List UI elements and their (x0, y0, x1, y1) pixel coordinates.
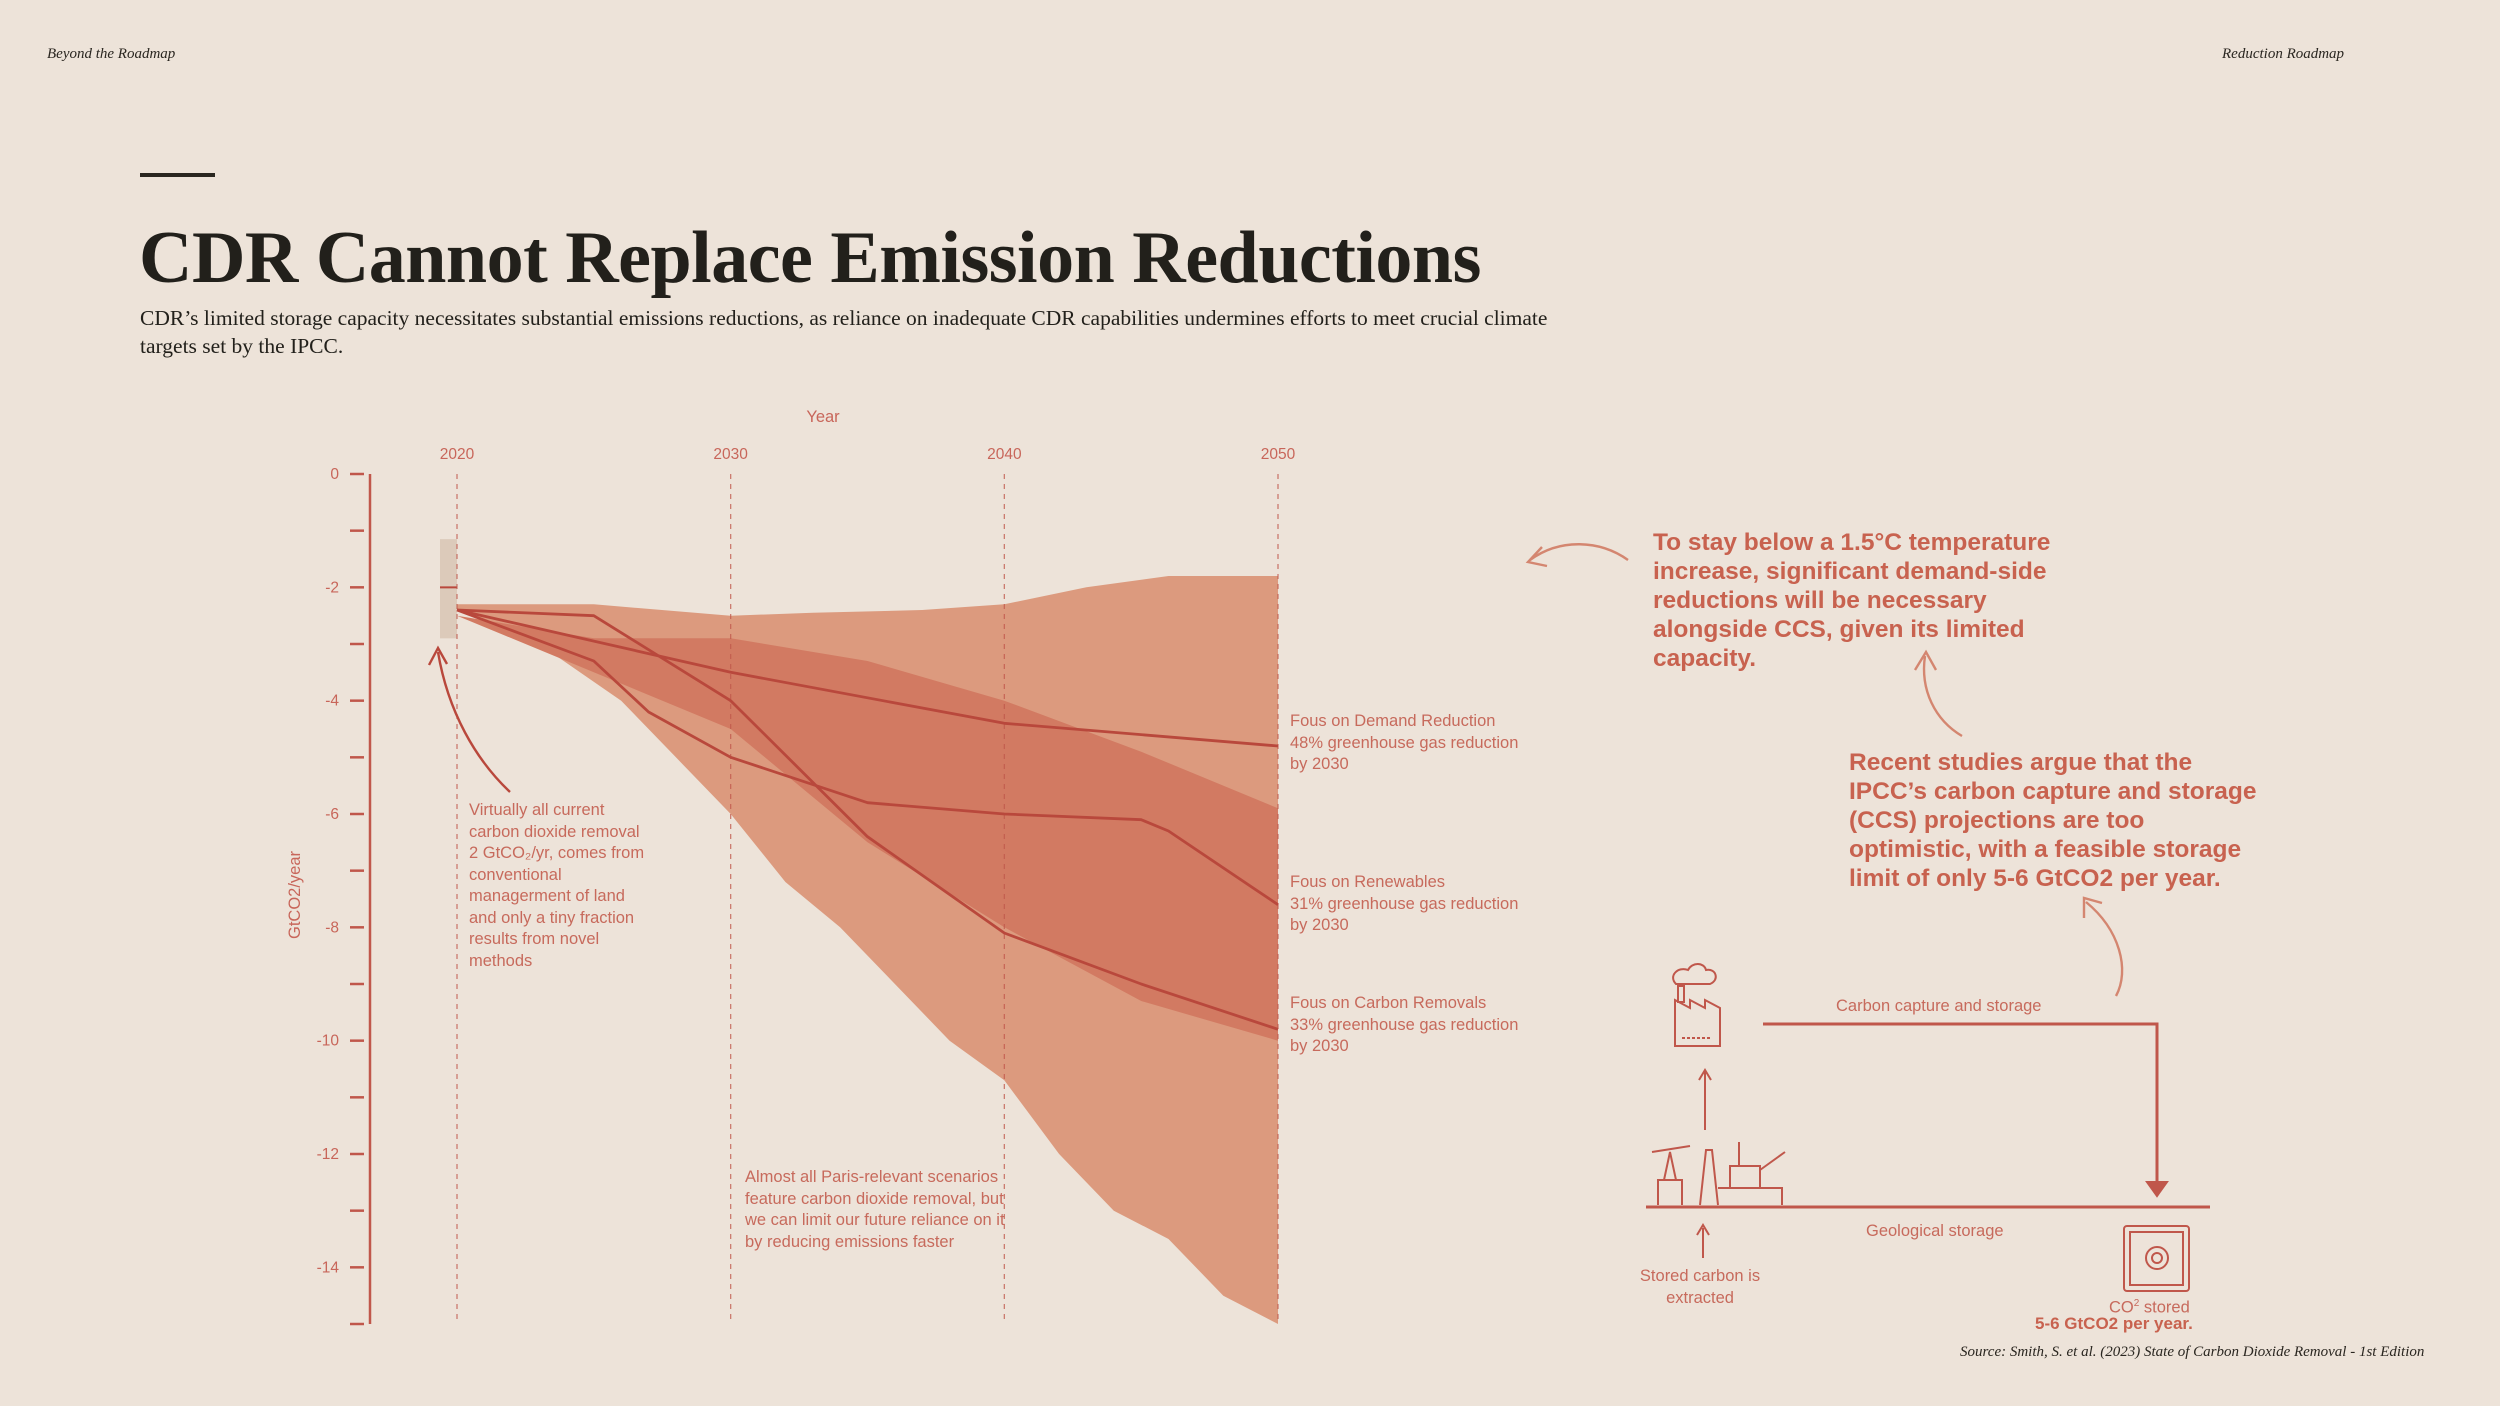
series-label-removals-detail2: by 2030 (1290, 1037, 1349, 1055)
band-interquartile (457, 615, 1278, 1041)
ccs-arrow (2085, 901, 2124, 997)
series-label-renewables-name: Fous on Renewables (1290, 873, 1446, 891)
y-tick-label-12: -12 (317, 1146, 339, 1163)
down-arrow-head (1696, 1223, 1710, 1236)
factory-smoke (1672, 963, 1717, 985)
series-label-removals-detail: 33% greenhouse gas reduction (1290, 1015, 1519, 1034)
y-tick-label-10: -10 (317, 1033, 340, 1050)
x-axis-label: Year (806, 408, 840, 426)
y-tick-label-14: -14 (317, 1259, 340, 1276)
historic-range-box (440, 539, 457, 639)
vault-dial-center (2151, 1252, 2163, 1264)
oil-rig-icon (1651, 1142, 1786, 1206)
series-line-0 (456, 608, 1279, 748)
y-tick-label-8: -8 (325, 919, 339, 936)
vault-body (2123, 1225, 2190, 1292)
header-right: Reduction Roadmap (2222, 46, 2345, 62)
series-label-renewables: Fous on Renewables 31% greenhouse gas re… (1290, 872, 1560, 937)
ccs-extracted-label: Stored carbon is extracted (1639, 1267, 1761, 1307)
x-tick-label-2040: 2040 (987, 446, 1022, 463)
series-label-removals: Fous on Carbon Removals 33% greenhouse g… (1290, 993, 1560, 1058)
callout-top-arrowhead (1525, 546, 1548, 568)
y-tick-label-0: 0 (330, 466, 339, 483)
source-note: Source: Smith, S. et al. (2023) State of… (1960, 1344, 2425, 1360)
x-tick-label-2050: 2050 (1261, 446, 1296, 463)
ccs-stored-label: CO2 stored (2109, 1298, 2190, 1318)
factory-body (1674, 998, 1721, 1047)
ccs-capture-label: Carbon capture and storage (1836, 997, 2042, 1015)
vault-door (2129, 1231, 2184, 1286)
historic-note-arrow (436, 651, 511, 793)
callout-middle-arrow (1922, 655, 1963, 738)
y-tick-label-6: -6 (325, 806, 339, 823)
pumpjack-base (1657, 1179, 1683, 1205)
factory-icon (1672, 963, 1721, 1047)
series-line-2 (456, 608, 1279, 1031)
up-arrow-head (1698, 1068, 1712, 1081)
series-label-demand: Fous on Demand Reduction 48% greenhouse … (1290, 711, 1560, 776)
series-label-demand-name: Fous on Demand Reduction (1290, 712, 1496, 730)
series-label-demand-detail: 48% greenhouse gas reduction (1290, 733, 1519, 752)
y-tick-label-4: -4 (325, 693, 339, 710)
series-line-1 (456, 608, 1279, 906)
ccs-arrowhead (2082, 896, 2103, 918)
ccs-flow-line (1763, 1022, 2159, 1190)
ccs-stored-value: 5-6 GtCO2 per year. (2035, 1314, 2193, 1333)
derrick (1699, 1149, 1719, 1206)
y-axis-label: GtCO2/year (286, 850, 304, 939)
paris-note: Almost all Paris-relevant scenarios feat… (745, 1168, 1005, 1251)
series-label-removals-name: Fous on Carbon Removals (1290, 994, 1487, 1012)
callout-middle-arrowhead (1913, 649, 1938, 671)
header-left: Beyond the Roadmap (47, 46, 176, 62)
historic-note: Virtually all current carbon dioxide rem… (469, 801, 645, 970)
x-tick-label-2030: 2030 (713, 446, 748, 463)
historic-note-arrowhead (427, 645, 449, 666)
ccs-flow-arrowhead (2145, 1181, 2169, 1198)
x-tick-label-2020: 2020 (440, 446, 475, 463)
pumpjack-beam (1651, 1145, 1691, 1153)
pumpjack-frame (1663, 1151, 1677, 1181)
page-subtitle: CDR’s limited storage capacity necessita… (140, 306, 1548, 358)
series-label-renewables-detail: 31% greenhouse gas reduction (1290, 894, 1519, 913)
ccs-stored-suffix: stored (2139, 1298, 2190, 1317)
ccs-stored-sup: 2 (2133, 1298, 2140, 1309)
callout-top: To stay below a 1.5°C temperature increa… (1653, 529, 2051, 672)
ccs-stored-prefix: CO (2109, 1298, 2134, 1317)
ccs-geological-label: Geological storage (1866, 1222, 2004, 1240)
series-label-demand-detail2: by 2030 (1290, 755, 1349, 773)
y-tick-label-2: -2 (325, 579, 339, 596)
title-rule (140, 173, 215, 177)
platform (1718, 1151, 1786, 1205)
factory-chimney (1677, 985, 1685, 1003)
page-title: CDR Cannot Replace Emission Reductions (139, 217, 1481, 299)
vault-dial (2145, 1246, 2169, 1270)
series-label-renewables-detail2: by 2030 (1290, 916, 1349, 934)
callout-middle: Recent studies argue that the IPCC’s car… (1849, 749, 2257, 892)
vault-icon (2123, 1225, 2190, 1292)
callout-top-arrow (1529, 543, 1629, 561)
